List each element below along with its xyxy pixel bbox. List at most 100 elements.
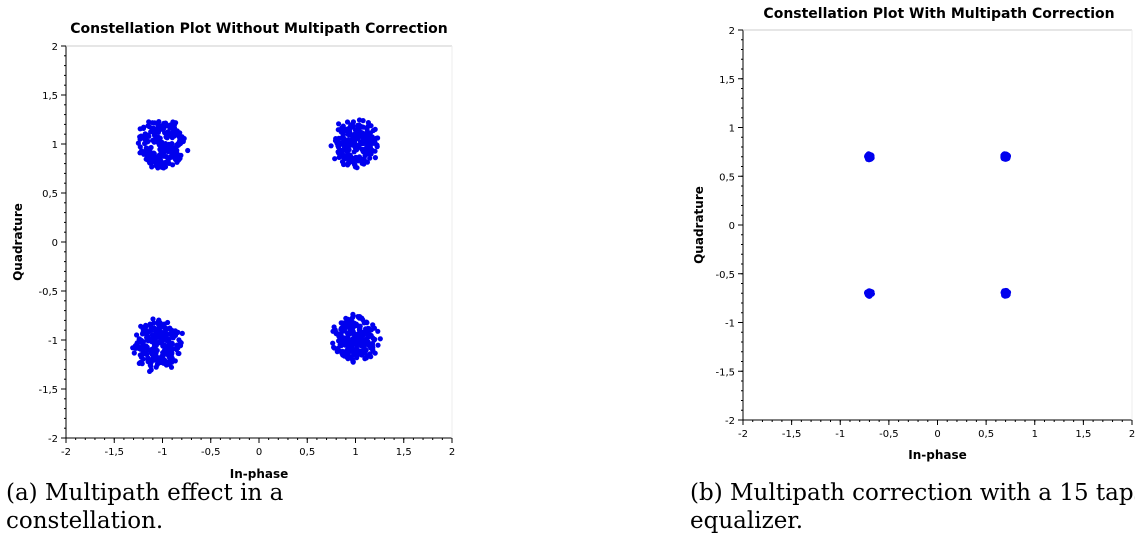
data-point bbox=[356, 117, 363, 123]
data-point bbox=[372, 155, 378, 161]
data-point bbox=[344, 145, 350, 151]
data-point bbox=[156, 162, 162, 168]
data-point bbox=[173, 155, 179, 161]
data-point bbox=[352, 127, 359, 133]
data-point bbox=[144, 332, 150, 338]
data-point bbox=[365, 135, 371, 141]
data-point bbox=[332, 156, 338, 162]
data-point bbox=[168, 330, 174, 336]
data-point bbox=[335, 127, 341, 133]
data-point bbox=[367, 130, 373, 136]
data-point bbox=[150, 336, 156, 343]
y-tick-label: -1 bbox=[725, 319, 735, 330]
data-point bbox=[170, 119, 176, 125]
data-point bbox=[352, 139, 358, 145]
x-axis-title: In-phase bbox=[908, 448, 967, 462]
data-point bbox=[366, 326, 373, 332]
data-point bbox=[138, 133, 144, 139]
data-point bbox=[177, 130, 183, 136]
caption-b-line1: (b) Multipath correction with a 15 taps bbox=[690, 480, 1135, 506]
data-point bbox=[331, 324, 337, 330]
data-point bbox=[146, 119, 152, 125]
data-point bbox=[350, 358, 356, 364]
data-point bbox=[174, 151, 180, 157]
data-point bbox=[134, 332, 140, 338]
data-point bbox=[156, 119, 162, 125]
data-point bbox=[348, 329, 354, 335]
x-tick-label: 0,5 bbox=[299, 447, 315, 458]
data-point bbox=[153, 356, 159, 362]
data-point bbox=[130, 345, 136, 351]
data-point bbox=[341, 156, 348, 162]
x-tick-label: 0 bbox=[934, 429, 940, 440]
data-point bbox=[350, 312, 356, 318]
data-point bbox=[375, 342, 381, 348]
data-point bbox=[374, 142, 380, 148]
data-point bbox=[171, 129, 178, 135]
caption-b-line2: equalizer. bbox=[690, 508, 804, 534]
x-tick-label: -1 bbox=[158, 447, 168, 458]
data-point bbox=[153, 350, 159, 356]
data-point bbox=[143, 156, 149, 162]
constellation-chart-without-correction: Constellation Plot Without Multipath Cor… bbox=[11, 21, 455, 481]
data-point bbox=[177, 155, 183, 161]
data-point bbox=[162, 347, 168, 353]
data-point bbox=[156, 333, 163, 339]
data-point bbox=[344, 348, 350, 354]
data-point bbox=[360, 317, 366, 323]
data-point bbox=[371, 337, 377, 343]
data-point bbox=[350, 325, 356, 331]
y-tick-label: 1 bbox=[52, 140, 58, 151]
data-point bbox=[141, 124, 147, 130]
y-tick-label: 1 bbox=[729, 124, 735, 135]
data-point bbox=[356, 330, 362, 337]
data-point bbox=[335, 346, 341, 352]
data-point bbox=[341, 161, 347, 168]
x-tick-label: 1,5 bbox=[1075, 429, 1091, 440]
data-point bbox=[162, 147, 168, 153]
data-point bbox=[139, 361, 145, 367]
data-point bbox=[144, 351, 150, 357]
data-point bbox=[148, 161, 154, 167]
data-point bbox=[340, 123, 346, 129]
data-point bbox=[342, 322, 348, 328]
data-point bbox=[151, 320, 157, 326]
data-point bbox=[162, 325, 168, 331]
data-point bbox=[151, 139, 157, 145]
data-point bbox=[336, 143, 342, 149]
data-point bbox=[170, 162, 176, 168]
y-tick-label: 0 bbox=[729, 221, 735, 232]
data-point bbox=[372, 350, 378, 356]
data-point bbox=[336, 121, 342, 127]
x-tick-label: -0,5 bbox=[201, 447, 221, 458]
data-point bbox=[131, 350, 137, 356]
x-tick-label: -1 bbox=[835, 429, 845, 440]
data-point bbox=[179, 330, 185, 336]
data-point bbox=[170, 146, 176, 152]
data-point bbox=[144, 138, 150, 144]
data-point bbox=[160, 153, 166, 159]
data-point bbox=[370, 345, 376, 351]
constellation-chart-with-correction: Constellation Plot With Multipath Correc… bbox=[692, 6, 1135, 462]
data-point bbox=[143, 145, 149, 151]
data-point bbox=[336, 135, 342, 141]
x-tick-label: 0 bbox=[256, 447, 262, 458]
data-point bbox=[150, 316, 156, 322]
data-point bbox=[362, 356, 368, 362]
data-point bbox=[344, 119, 351, 125]
caption-a: (a) Multipath effect in a constellation. bbox=[6, 480, 284, 534]
y-tick-label: 0 bbox=[52, 238, 58, 249]
data-point bbox=[169, 357, 175, 363]
data-point bbox=[867, 289, 873, 295]
data-point bbox=[375, 328, 381, 334]
data-point bbox=[161, 321, 167, 327]
y-tick-label: -1 bbox=[48, 336, 58, 347]
data-point bbox=[177, 339, 183, 345]
data-point bbox=[372, 148, 378, 154]
x-tick-label: -2 bbox=[61, 447, 71, 458]
data-point bbox=[330, 340, 336, 346]
data-point bbox=[142, 150, 148, 156]
y-tick-label: -0,5 bbox=[715, 270, 735, 281]
data-point bbox=[185, 147, 191, 154]
data-point bbox=[166, 361, 172, 367]
